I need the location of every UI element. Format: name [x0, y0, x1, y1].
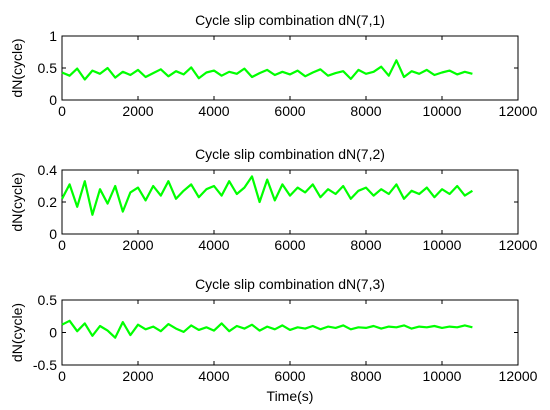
- subplot-1: Cycle slip combination dN(7,1) dN(cycle) 0…: [9, 12, 538, 119]
- subplot-title: Cycle slip combination dN(7,3): [195, 276, 385, 292]
- y-tick-label: 0: [49, 92, 57, 108]
- x-tick-label: 10000: [423, 237, 462, 253]
- series-line-1: [61, 175, 473, 216]
- x-tick-label: 2000: [122, 103, 153, 119]
- subplot-title: Cycle slip combination dN(7,1): [195, 12, 385, 28]
- x-tick-label: 10000: [423, 368, 462, 384]
- x-tick-label: 8000: [350, 237, 381, 253]
- axes-box: [61, 299, 519, 366]
- y-axis-label: dN(cycle): [9, 38, 25, 97]
- axes-box: [61, 35, 519, 101]
- y-tick-label: 0.5: [38, 292, 58, 308]
- x-tick-label: 8000: [350, 103, 381, 119]
- x-tick-label: 4000: [198, 237, 229, 253]
- series-line-1: [61, 59, 473, 81]
- x-tick-label: 12000: [499, 237, 538, 253]
- subplot-3: Cycle slip combination dN(7,3) dN(cycle) 0…: [9, 276, 538, 384]
- x-tick-label: 6000: [274, 103, 305, 119]
- x-axis-label: Time(s): [267, 388, 314, 404]
- x-tick-label: 12000: [499, 368, 538, 384]
- x-tick-label: 4000: [198, 103, 229, 119]
- y-axis-label: dN(cycle): [9, 172, 25, 231]
- y-tick-label: 0.5: [38, 60, 58, 76]
- x-tick-label: 2000: [122, 237, 153, 253]
- x-tick-label: 0: [58, 237, 66, 253]
- x-tick-label: 12000: [499, 103, 538, 119]
- series-line-1: [61, 319, 473, 339]
- x-tick-label: 2000: [122, 368, 153, 384]
- subplot-2: Cycle slip combination dN(7,2) dN(cycle) 0…: [9, 146, 538, 253]
- x-tick-label: 10000: [423, 103, 462, 119]
- x-tick-label: 4000: [198, 368, 229, 384]
- x-tick-label: 0: [58, 103, 66, 119]
- x-tick-label: 6000: [274, 237, 305, 253]
- y-tick-label: 0: [49, 325, 57, 341]
- axes-box: [61, 169, 519, 235]
- subplot-title: Cycle slip combination dN(7,2): [195, 146, 385, 162]
- y-tick-label: 0.4: [38, 162, 58, 178]
- x-tick-label: 6000: [274, 368, 305, 384]
- x-tick-label: 0: [58, 368, 66, 384]
- y-tick-label: 0.2: [38, 194, 58, 210]
- y-tick-label: 0: [49, 226, 57, 242]
- y-tick-label: 1: [49, 28, 57, 44]
- y-axis-label: dN(cycle): [9, 303, 25, 362]
- y-tick-label: -0.5: [33, 357, 57, 373]
- x-tick-label: 8000: [350, 368, 381, 384]
